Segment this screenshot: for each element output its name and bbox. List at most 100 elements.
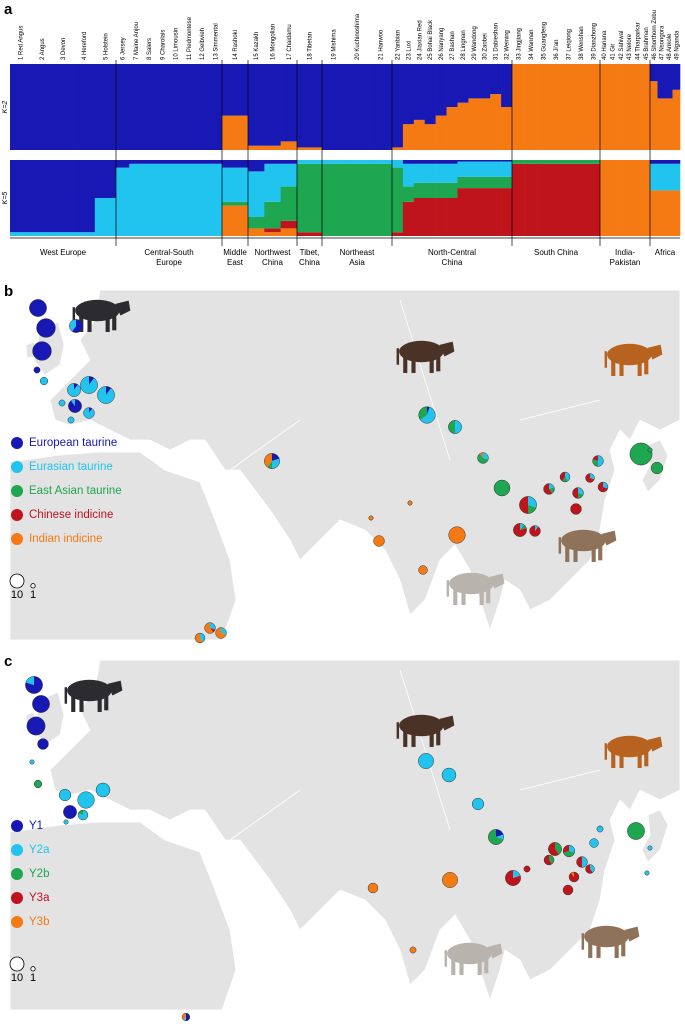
pie-outline (63, 819, 69, 825)
ancestry-segment (650, 190, 658, 236)
ancestry-segment (537, 163, 551, 236)
ancestry-segment (562, 163, 576, 236)
ancestry-segment (264, 163, 281, 202)
ancestry-segment (264, 145, 281, 150)
pie-slice (200, 633, 205, 643)
breed-label: 41 Gir (611, 44, 617, 60)
pie-outline (58, 399, 66, 407)
pie-outline (36, 318, 56, 338)
pie-slice (513, 523, 527, 537)
ancestry-segment (587, 163, 601, 236)
pie-slice (58, 399, 66, 407)
legend-swatch (11, 509, 23, 521)
ancestry-segment (31, 232, 53, 236)
ancestry-segment (446, 198, 458, 236)
ancestry-segment (368, 160, 393, 164)
pie-slice (496, 829, 504, 837)
ancestry-segment (562, 64, 576, 150)
ancestry-segment (657, 160, 666, 164)
pie-slice (221, 627, 227, 635)
pie-outline (95, 782, 111, 798)
breed-label: 44 Tharparkar (636, 22, 642, 60)
breed-label: 3 Devon (61, 38, 67, 60)
ancestry-segment (616, 160, 626, 236)
breed-label: 2 Angus (40, 38, 46, 60)
pie-outline (215, 627, 227, 639)
legend-label: East Asian taurine (29, 485, 122, 497)
breed-label: 10 Limousin (174, 28, 180, 60)
ancestry-segment (297, 160, 323, 164)
breed-label: 30 Zaobei (483, 33, 489, 60)
ancestry-segment (524, 163, 538, 236)
ancestry-segment (468, 98, 480, 150)
pie-slice (529, 525, 541, 537)
ancestry-segment (195, 64, 210, 150)
ancestry-segment (672, 163, 681, 191)
ancestry-segment (435, 182, 447, 198)
legend-swatch (11, 461, 23, 473)
pie-slice (592, 459, 598, 467)
pie-outline (644, 870, 650, 876)
ancestry-segment (424, 124, 436, 150)
ancestry-segment (392, 167, 404, 233)
pie-slice (204, 622, 214, 634)
pie-slice (26, 716, 46, 736)
breed-label: 21 Hanwoo (378, 29, 384, 60)
pie-slice (272, 458, 280, 469)
pie-outline (576, 856, 588, 868)
pie-outline (58, 788, 72, 802)
ancestry-segment (345, 160, 369, 164)
pie-slice (563, 885, 573, 895)
ancestry-segment (424, 182, 436, 198)
pie-outline (592, 455, 604, 467)
pie-slice (519, 496, 528, 514)
ancestry-segment (501, 188, 513, 236)
size-legend-circle (30, 583, 36, 589)
pie-outline (543, 854, 555, 866)
ancestry-segment (641, 160, 651, 236)
pie-slice (368, 883, 378, 893)
ancestry-segment (248, 160, 265, 172)
ancestry-segment (280, 186, 298, 221)
ancestry-segment (657, 98, 666, 150)
pie-outline (69, 319, 83, 333)
pie-slice (455, 420, 462, 434)
ancestry-segment (280, 228, 298, 236)
pie-map: European taurine Eurasian taurine East Asi… (9, 299, 664, 644)
pie-slice (78, 810, 83, 815)
pie-slice (373, 535, 385, 547)
pie-slice (520, 524, 527, 530)
breed-label: 1 Red Angus (19, 26, 25, 60)
ancestry-segment (524, 160, 538, 164)
ancestry-segment (322, 163, 346, 236)
ancestry-segment (195, 160, 210, 164)
ancestry-segment (457, 102, 469, 150)
ancestry-segment (490, 188, 502, 236)
pie-outline (519, 496, 537, 514)
pie-slice (29, 759, 35, 765)
pie-outline (33, 366, 41, 374)
ancestry-segment (435, 198, 447, 236)
size-legend-label: 10 (11, 972, 23, 984)
pie-outline (25, 676, 43, 694)
region-label: East (227, 258, 244, 267)
pie-outline (418, 565, 428, 575)
pie-slice (488, 829, 504, 845)
ancestry-segment (457, 64, 469, 103)
pie-outline (562, 884, 574, 896)
pie-slice (97, 386, 115, 404)
pie-outline (68, 399, 82, 413)
pie-outline (367, 882, 379, 894)
pie-outline (647, 845, 653, 851)
ancestry-segment (490, 176, 502, 189)
ancestry-segment (297, 64, 323, 148)
legend-swatch (11, 916, 23, 928)
ancestry-segment (562, 160, 576, 164)
pie-slice (80, 376, 98, 394)
ancestry-segment (280, 141, 298, 150)
ancestry-segment (73, 64, 96, 150)
pie-slice (647, 845, 653, 851)
ancestry-segment (479, 188, 491, 236)
breed-label: 11 Piedmontese (187, 16, 193, 60)
ancestry-segment (501, 160, 513, 162)
